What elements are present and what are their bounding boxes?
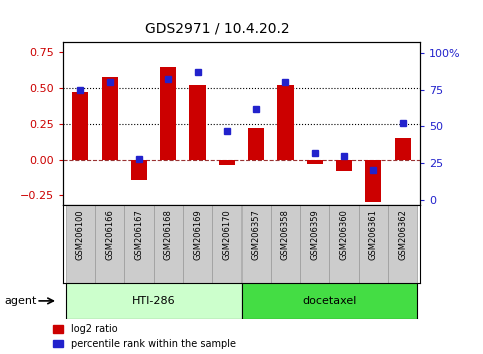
Text: GSM206362: GSM206362 bbox=[398, 209, 407, 260]
Text: GSM206100: GSM206100 bbox=[76, 209, 85, 260]
Text: GSM206169: GSM206169 bbox=[193, 209, 202, 260]
Bar bbox=[277, 85, 294, 160]
Text: GSM206360: GSM206360 bbox=[340, 209, 349, 260]
Text: GDS2971 / 10.4.20.2: GDS2971 / 10.4.20.2 bbox=[145, 21, 290, 35]
Text: agent: agent bbox=[5, 296, 37, 306]
Bar bbox=[329, 205, 359, 283]
Text: GSM206358: GSM206358 bbox=[281, 209, 290, 260]
Text: GSM206167: GSM206167 bbox=[134, 209, 143, 260]
Bar bbox=[160, 67, 176, 160]
Legend: log2 ratio, percentile rank within the sample: log2 ratio, percentile rank within the s… bbox=[53, 324, 236, 349]
Bar bbox=[307, 160, 323, 164]
Bar bbox=[72, 92, 88, 160]
Text: GSM206361: GSM206361 bbox=[369, 209, 378, 260]
Bar bbox=[395, 138, 411, 160]
Bar bbox=[388, 205, 417, 283]
Bar bbox=[131, 160, 147, 179]
Bar bbox=[66, 283, 242, 319]
Bar bbox=[212, 205, 242, 283]
Text: GSM206170: GSM206170 bbox=[222, 209, 231, 260]
Bar bbox=[336, 160, 352, 171]
Bar bbox=[359, 205, 388, 283]
Bar bbox=[189, 85, 206, 160]
Bar bbox=[242, 205, 271, 283]
Bar bbox=[365, 160, 382, 202]
Bar bbox=[154, 205, 183, 283]
Bar bbox=[300, 205, 329, 283]
Bar bbox=[95, 205, 124, 283]
Text: GSM206168: GSM206168 bbox=[164, 209, 173, 260]
Bar bbox=[242, 283, 417, 319]
Bar bbox=[101, 77, 118, 160]
Text: docetaxel: docetaxel bbox=[302, 296, 356, 306]
Bar bbox=[248, 128, 264, 160]
Bar bbox=[271, 205, 300, 283]
Bar bbox=[219, 160, 235, 165]
Bar bbox=[183, 205, 212, 283]
Text: HTI-286: HTI-286 bbox=[132, 296, 175, 306]
Text: GSM206359: GSM206359 bbox=[310, 209, 319, 260]
Text: GSM206357: GSM206357 bbox=[252, 209, 261, 260]
Bar bbox=[124, 205, 154, 283]
Bar bbox=[66, 205, 95, 283]
Text: GSM206166: GSM206166 bbox=[105, 209, 114, 260]
